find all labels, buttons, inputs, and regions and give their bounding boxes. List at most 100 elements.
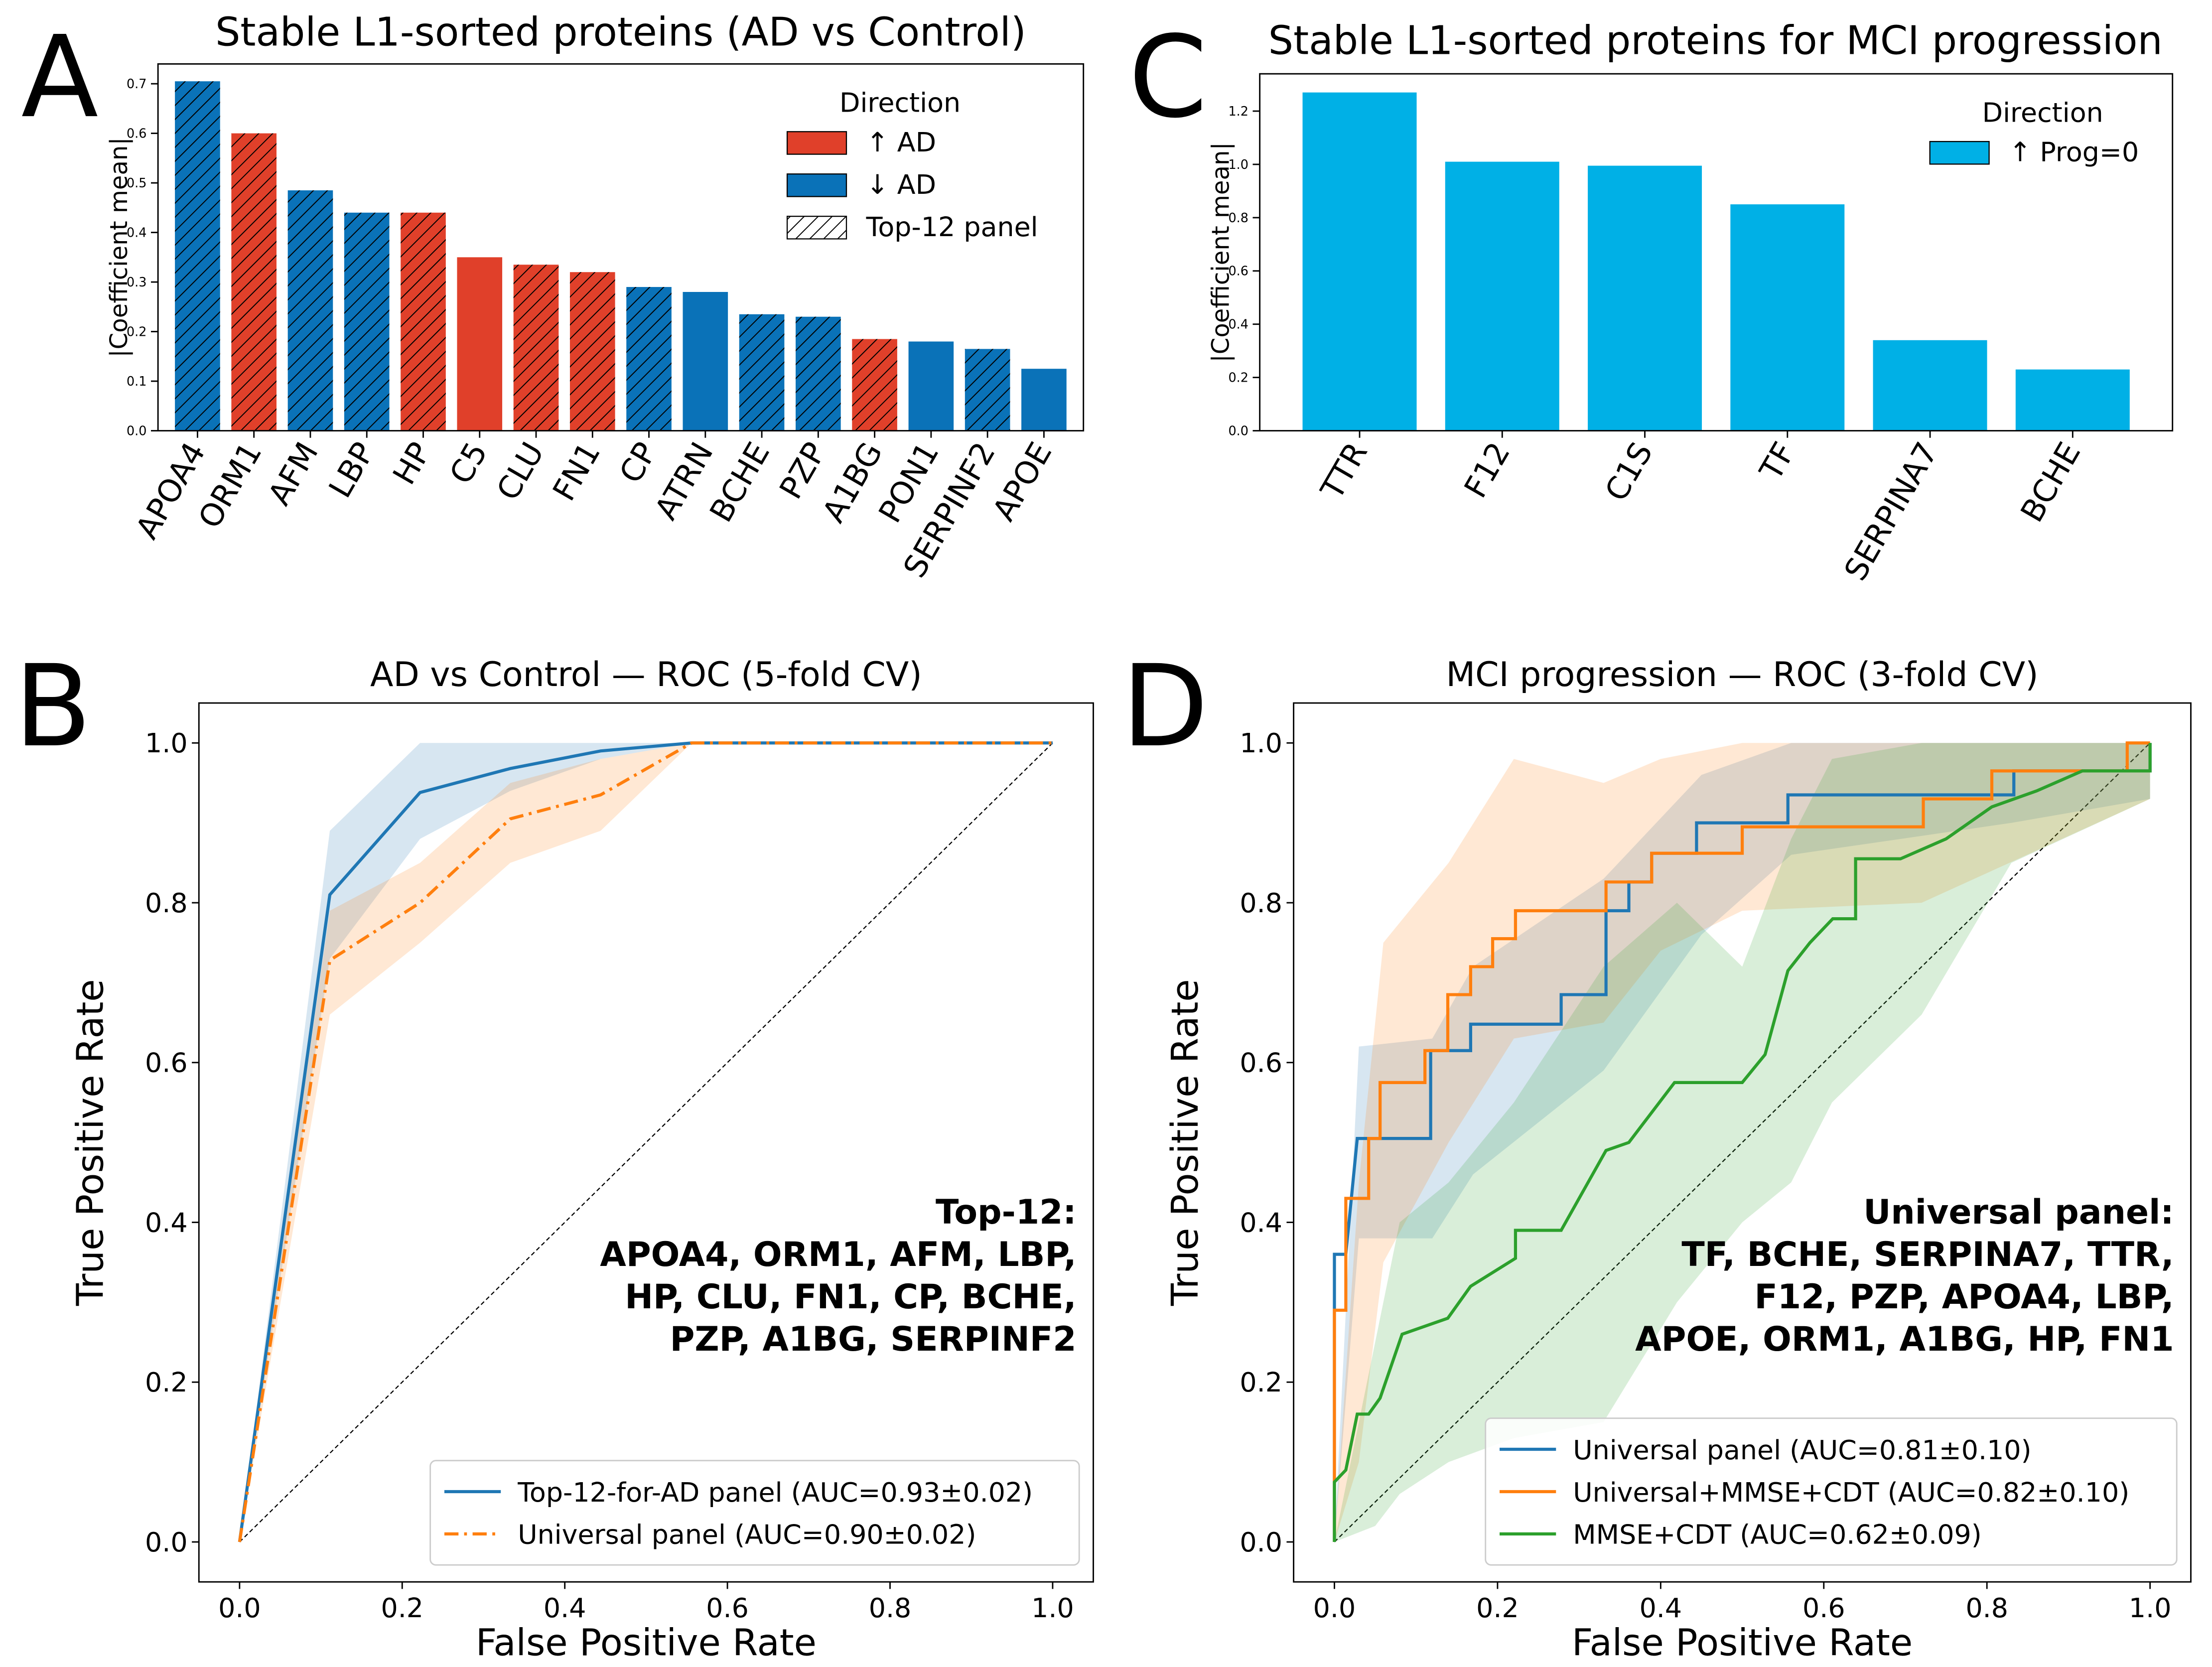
bar-hatch	[796, 316, 841, 431]
panel-letter: B	[14, 641, 91, 772]
bar	[1873, 340, 1987, 431]
annotation: TF, BCHE, SERPINA7, TTR,	[1681, 1235, 2174, 1274]
panel: D MCI progression — ROC (3-fold CV) 0.0 0.2…	[1121, 641, 2192, 1664]
legend-title: Direction	[839, 87, 961, 119]
legend-box	[429, 1460, 1080, 1566]
x-tick-label: 0.4	[1640, 1592, 1682, 1624]
bar	[2015, 369, 2130, 431]
chart-title: Stable L1-sorted proteins (AD vs Control…	[215, 9, 1026, 55]
y-tick-label: 0.3	[127, 275, 147, 290]
x-tick-label: 0.2	[1476, 1592, 1519, 1624]
legend-swatch	[786, 131, 847, 155]
x-tick-label: 0.0	[218, 1592, 261, 1624]
y-tick-label: 0.4	[127, 226, 147, 241]
y-tick-label: 0.4	[1240, 1207, 1282, 1238]
roc-line	[1333, 743, 2152, 1542]
annotation: APOA4, ORM1, AFM, LBP,	[600, 1235, 1076, 1274]
legend-label: ↑ AD	[866, 127, 936, 158]
chart-title: AD vs Control — ROC (5-fold CV)	[370, 655, 922, 695]
legend-swatch	[786, 173, 847, 197]
x-tick-label: 1.0	[2129, 1592, 2172, 1624]
bar-hatch	[626, 287, 672, 431]
x-tick-label: 0.4	[544, 1592, 586, 1624]
legend-swatch	[1929, 140, 1990, 165]
y-tick-label: 0.0	[1240, 1527, 1282, 1558]
annotation: HP, CLU, FN1, CP, BCHE,	[625, 1277, 1076, 1317]
y-tick-label: 0.2	[1240, 1367, 1282, 1398]
y-tick-label: 1.2	[1228, 104, 1248, 119]
y-tick-label: 0.6	[1228, 264, 1248, 279]
bar	[908, 341, 954, 431]
legend-label: Universal panel (AUC=0.90±0.02)	[518, 1519, 976, 1550]
roc-line	[1333, 743, 2152, 1542]
axes-frame	[198, 702, 1094, 1583]
y-axis-label: |Coefficient mean|	[105, 137, 133, 357]
x-tick-label: 0.2	[381, 1592, 423, 1624]
panel: C Stable L1-sorted proteins for MCI progr…	[1128, 12, 2174, 587]
y-tick-label: 1.0	[145, 727, 188, 759]
y-tick-label: 0.6	[127, 127, 147, 141]
bar-hatch	[569, 272, 615, 431]
y-tick-label: 0.8	[145, 887, 188, 919]
x-axis-label: False Positive Rate	[476, 1622, 817, 1664]
panel: B AD vs Control — ROC (5-fold CV) 0.0 0.2 0.…	[14, 641, 1094, 1664]
bar	[1021, 369, 1067, 431]
x-tick-label: 1.0	[1031, 1592, 1074, 1624]
y-axis-label: |Coefficient mean|	[1207, 142, 1235, 362]
x-tick-label: 0.8	[1965, 1592, 2008, 1624]
chart-title: Stable L1-sorted proteins for MCI progre…	[1268, 17, 2163, 64]
panel-letter: C	[1128, 12, 1207, 143]
y-tick-label: 0.4	[145, 1207, 188, 1238]
annotation: Universal panel:	[1863, 1193, 2174, 1232]
bar	[1730, 204, 1845, 431]
y-tick-label: 0.5	[127, 176, 147, 191]
axes-frame	[157, 63, 1085, 431]
annotation: APOE, ORM1, A1BG, HP, FN1	[1635, 1320, 2174, 1359]
confidence-band	[1334, 743, 2150, 1542]
bar	[683, 291, 728, 431]
legend-label: Top-12 panel	[866, 211, 1038, 243]
chart-title: MCI progression — ROC (3-fold CV)	[1446, 655, 2039, 695]
legend-title: Direction	[1982, 97, 2103, 128]
y-tick-label: 1.0	[1228, 157, 1248, 172]
y-tick-label: 0.8	[1240, 887, 1282, 919]
y-tick-label: 0.0	[145, 1527, 188, 1558]
y-axis-label: True Positive Rate	[70, 979, 112, 1306]
bar-hatch	[401, 212, 446, 431]
axes-frame	[1293, 702, 2192, 1583]
panel: A Stable L1-sorted proteins (AD vs Contro…	[21, 9, 1085, 584]
y-tick-label: 0.0	[127, 423, 147, 438]
x-tick-label: 0.6	[1802, 1592, 1845, 1624]
y-tick-label: 0.2	[1228, 371, 1248, 386]
bar-hatch	[287, 190, 333, 431]
y-tick-label: 0.8	[1228, 211, 1248, 226]
confidence-band	[1334, 743, 2150, 1542]
bar	[1445, 161, 1559, 431]
annotation: Top-12:	[936, 1193, 1077, 1232]
bar-hatch	[175, 81, 220, 431]
legend-label: ↓ AD	[866, 169, 936, 200]
panel-letter: A	[21, 12, 98, 143]
bar-hatch	[231, 133, 276, 431]
y-tick-label: 0.7	[127, 77, 147, 92]
legend-label: Top-12-for-AD panel (AUC=0.93±0.02)	[517, 1477, 1033, 1508]
annotation: F12, PZP, APOA4, LBP,	[1754, 1277, 2174, 1317]
bar	[1302, 92, 1417, 431]
y-tick-label: 0.6	[1240, 1047, 1282, 1079]
panel-letter: D	[1121, 641, 1208, 772]
bar-hatch	[852, 339, 897, 431]
y-tick-label: 0.2	[127, 325, 147, 340]
bar	[457, 257, 503, 431]
bar-hatch	[739, 314, 785, 431]
legend-label: Universal+MMSE+CDT (AUC=0.82±0.10)	[1573, 1477, 2129, 1508]
y-tick-label: 0.1	[127, 374, 147, 389]
annotation: PZP, A1BG, SERPINF2	[670, 1320, 1077, 1359]
roc-line	[238, 741, 1053, 1542]
legend-label: ↑ Prog=0	[2009, 137, 2139, 168]
bar	[1588, 165, 1702, 431]
x-tick-label: 0.6	[706, 1592, 749, 1624]
y-tick-label: 1.0	[1240, 727, 1282, 759]
legend-label: Universal panel (AUC=0.81±0.10)	[1573, 1434, 2031, 1466]
